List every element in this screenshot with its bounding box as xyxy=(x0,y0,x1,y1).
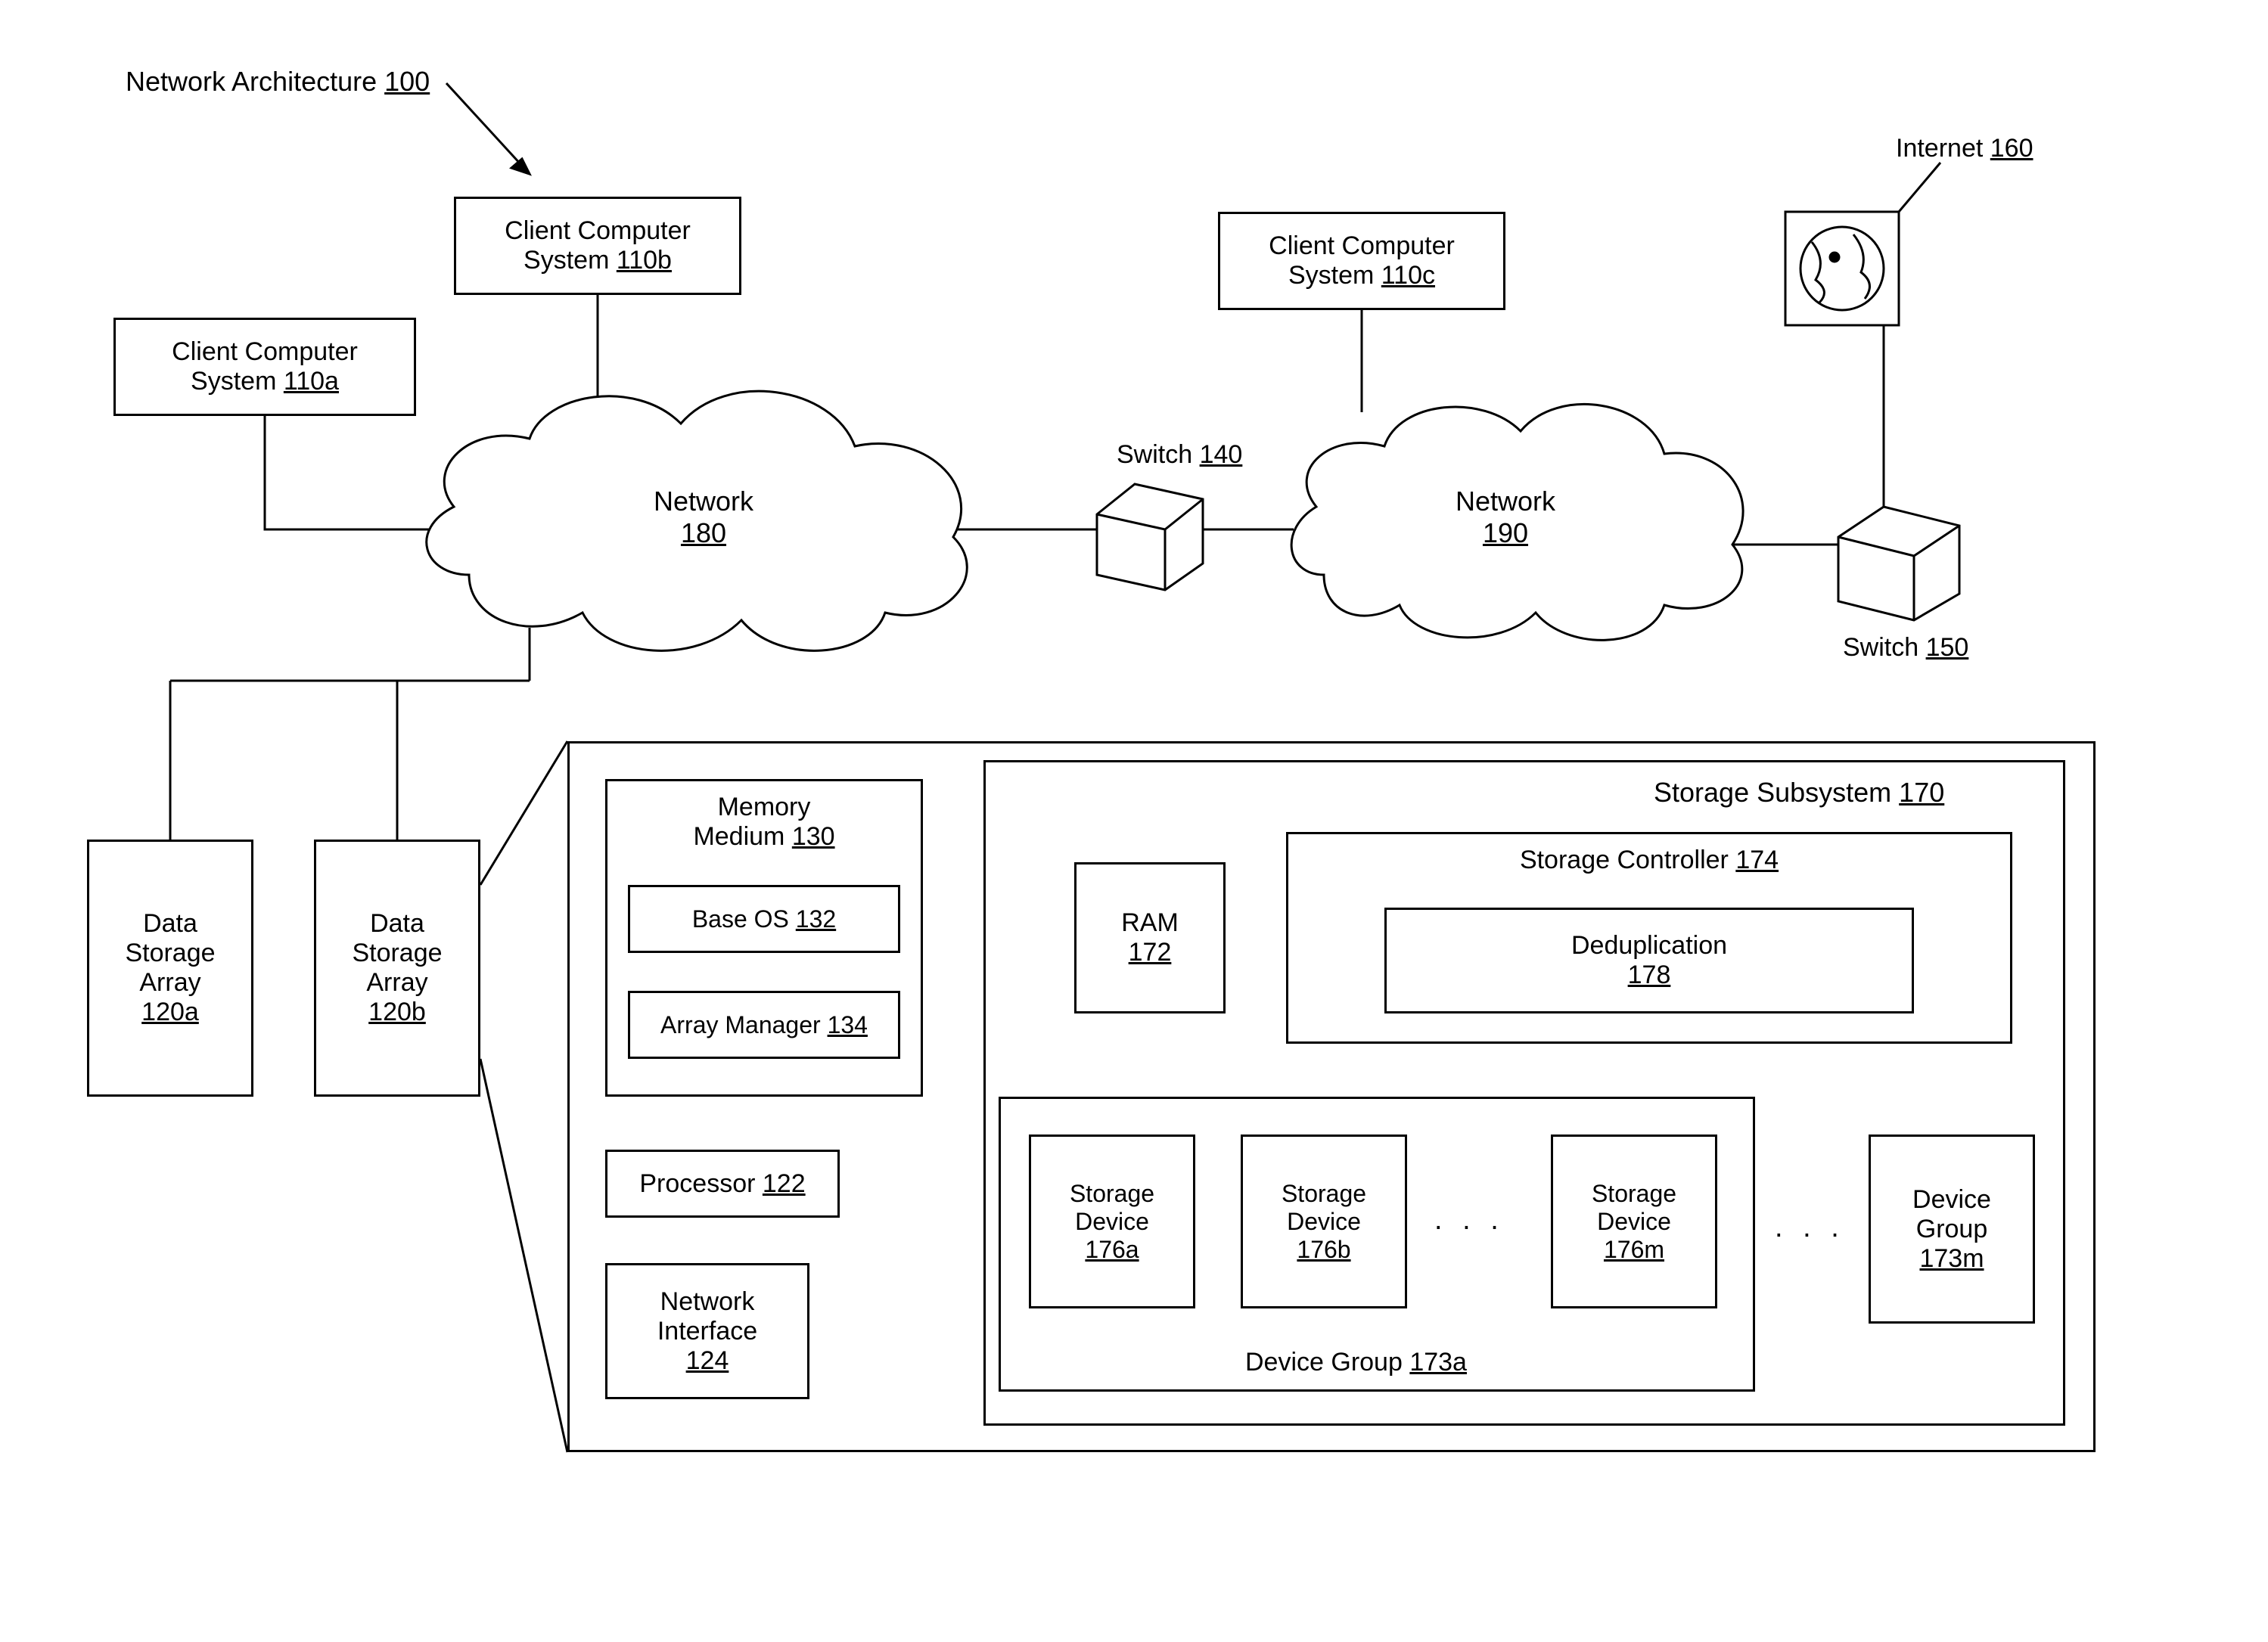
diagram-title: Network Architecture 100 xyxy=(121,64,434,99)
device-group-a-label: Device Group 173a xyxy=(1241,1346,1471,1379)
device-group-m: Device Group 173m xyxy=(1869,1135,2035,1324)
storage-device-m: Storage Device 176m xyxy=(1551,1135,1717,1308)
ellipsis-2: . . . xyxy=(1770,1210,1850,1246)
client-computer-c: Client Computer System 110c xyxy=(1218,212,1505,310)
deduplication: Deduplication 178 xyxy=(1384,908,1914,1013)
switch-150-label: Switch 150 xyxy=(1838,632,1973,664)
data-storage-array-b: Data Storage Array 120b xyxy=(314,840,480,1097)
processor: Processor 122 xyxy=(605,1150,840,1218)
callout xyxy=(480,741,567,1452)
switch-150-shape xyxy=(1838,507,1959,620)
storage-subsystem-label: Storage Subsystem 170 xyxy=(1649,775,1949,810)
switch-140-label: Switch 140 xyxy=(1112,439,1247,471)
base-os: Base OS 132 xyxy=(628,885,900,953)
network-190-label: Network 190 xyxy=(1437,484,1574,551)
ram: RAM 172 xyxy=(1074,862,1226,1013)
ellipsis-1: . . . xyxy=(1430,1203,1509,1238)
network-180-label: Network 180 xyxy=(635,484,772,551)
network-interface: Network Interface 124 xyxy=(605,1263,809,1399)
storage-device-b: Storage Device 176b xyxy=(1241,1135,1407,1308)
array-manager: Array Manager 134 xyxy=(628,991,900,1059)
internet-label: Internet 160 xyxy=(1891,132,2038,165)
data-storage-array-a: Data Storage Array 120a xyxy=(87,840,253,1097)
client-computer-a: Client Computer System 110a xyxy=(113,318,416,416)
client-computer-b: Client Computer System 110b xyxy=(454,197,741,295)
internet-globe xyxy=(1785,212,1899,325)
switch-140-shape xyxy=(1097,484,1203,590)
storage-device-a: Storage Device 176a xyxy=(1029,1135,1195,1308)
